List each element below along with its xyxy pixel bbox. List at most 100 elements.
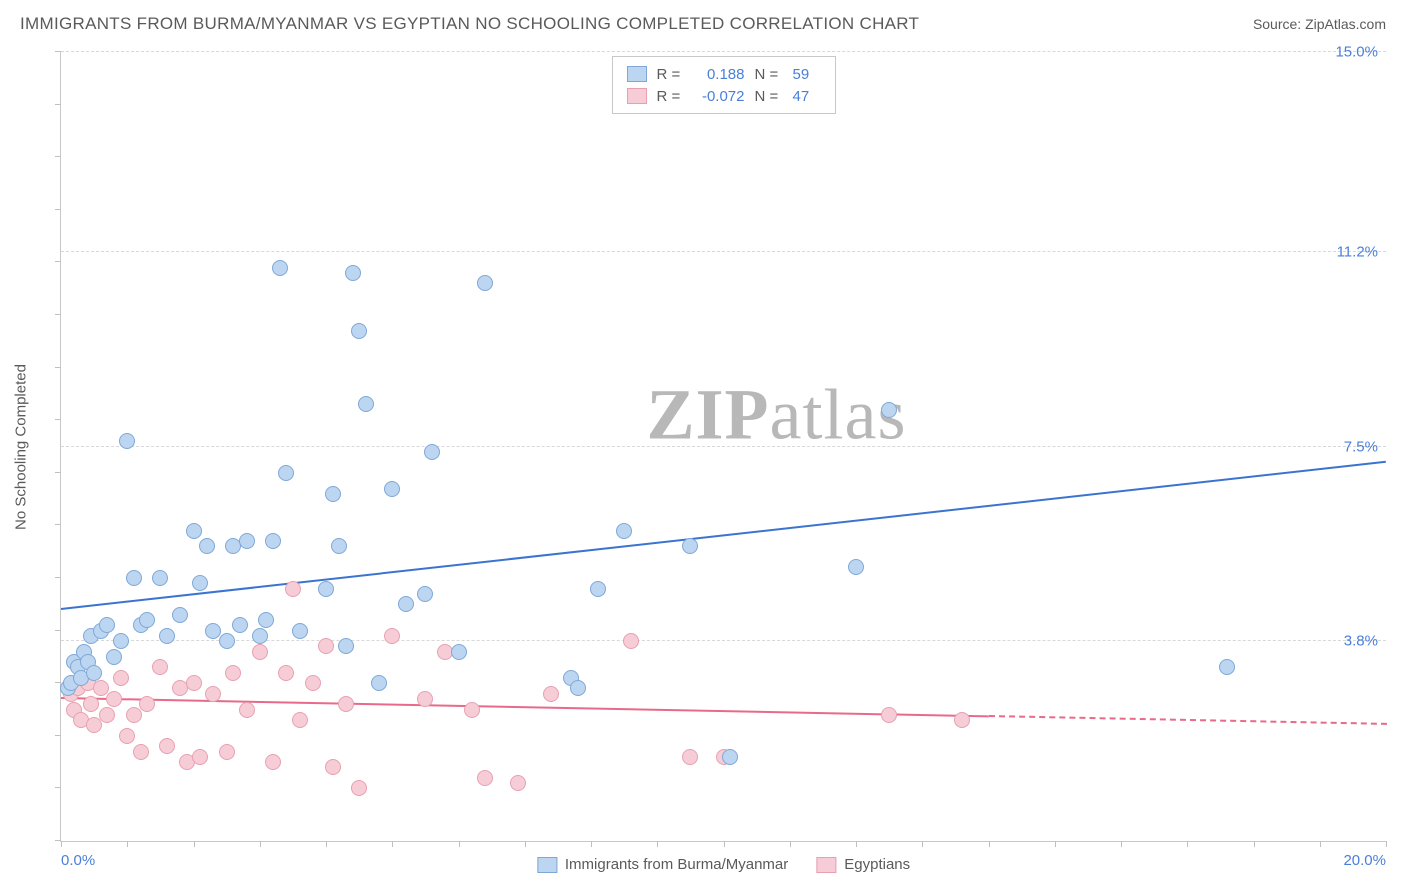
data-point — [1219, 659, 1235, 675]
data-point — [848, 559, 864, 575]
data-point — [292, 712, 308, 728]
x-tick — [790, 841, 791, 847]
data-point — [265, 533, 281, 549]
y-axis-label: No Schooling Completed — [13, 364, 30, 530]
data-point — [272, 260, 288, 276]
data-point — [351, 780, 367, 796]
y-tick — [55, 787, 61, 788]
x-max-label: 20.0% — [1343, 852, 1386, 869]
data-point — [239, 702, 255, 718]
x-tick — [657, 841, 658, 847]
watermark: ZIPatlas — [647, 373, 907, 456]
r-value-egypt: -0.072 — [695, 88, 745, 105]
correlation-legend: R = 0.188 N = 59 R = -0.072 N = 47 — [612, 56, 836, 114]
x-tick — [1320, 841, 1321, 847]
data-point — [252, 644, 268, 660]
x-tick — [326, 841, 327, 847]
grid-line — [61, 446, 1386, 447]
data-point — [351, 323, 367, 339]
data-point — [278, 665, 294, 681]
data-point — [510, 775, 526, 791]
y-tick — [55, 209, 61, 210]
y-tick-label: 15.0% — [1335, 44, 1378, 61]
y-tick — [55, 419, 61, 420]
trend-line — [988, 715, 1386, 725]
data-point — [954, 712, 970, 728]
data-point — [451, 644, 467, 660]
data-point — [225, 665, 241, 681]
y-tick-label: 11.2% — [1337, 243, 1378, 260]
data-point — [682, 749, 698, 765]
data-point — [86, 717, 102, 733]
legend-item-burma: Immigrants from Burma/Myanmar — [537, 856, 788, 873]
data-point — [285, 581, 301, 597]
data-point — [126, 707, 142, 723]
swatch-burma — [627, 66, 647, 82]
data-point — [219, 744, 235, 760]
swatch-egypt — [816, 857, 836, 873]
y-tick — [55, 156, 61, 157]
legend-label-burma: Immigrants from Burma/Myanmar — [565, 856, 788, 873]
legend-row-burma: R = 0.188 N = 59 — [627, 63, 821, 85]
data-point — [265, 754, 281, 770]
data-point — [292, 623, 308, 639]
x-tick — [989, 841, 990, 847]
data-point — [106, 649, 122, 665]
grid-line — [61, 51, 1386, 52]
x-tick — [392, 841, 393, 847]
x-tick — [1187, 841, 1188, 847]
y-tick — [55, 524, 61, 525]
y-tick — [55, 104, 61, 105]
data-point — [616, 523, 632, 539]
legend-row-egypt: R = -0.072 N = 47 — [627, 85, 821, 107]
x-tick — [856, 841, 857, 847]
trend-line — [61, 697, 989, 717]
r-label: R = — [657, 66, 685, 83]
data-point — [152, 659, 168, 675]
x-tick — [1386, 841, 1387, 847]
grid-line — [61, 251, 1386, 252]
swatch-egypt — [627, 88, 647, 104]
data-point — [590, 581, 606, 597]
x-tick — [591, 841, 592, 847]
data-point — [722, 749, 738, 765]
data-point — [258, 612, 274, 628]
data-point — [384, 481, 400, 497]
data-point — [623, 633, 639, 649]
y-tick — [55, 367, 61, 368]
data-point — [417, 586, 433, 602]
data-point — [99, 707, 115, 723]
data-point — [338, 696, 354, 712]
swatch-burma — [537, 857, 557, 873]
x-tick — [525, 841, 526, 847]
y-tick — [55, 630, 61, 631]
data-point — [278, 465, 294, 481]
data-point — [881, 707, 897, 723]
data-point — [318, 581, 334, 597]
x-tick — [724, 841, 725, 847]
data-point — [371, 675, 387, 691]
data-point — [338, 638, 354, 654]
data-point — [325, 759, 341, 775]
data-point — [398, 596, 414, 612]
legend-item-egypt: Egyptians — [816, 856, 910, 873]
series-legend: Immigrants from Burma/Myanmar Egyptians — [537, 856, 910, 873]
data-point — [159, 738, 175, 754]
y-tick — [55, 261, 61, 262]
data-point — [199, 538, 215, 554]
data-point — [113, 633, 129, 649]
data-point — [543, 686, 559, 702]
data-point — [417, 691, 433, 707]
data-point — [186, 523, 202, 539]
data-point — [331, 538, 347, 554]
data-point — [139, 612, 155, 628]
data-point — [384, 628, 400, 644]
data-point — [86, 665, 102, 681]
y-tick — [55, 314, 61, 315]
x-tick — [459, 841, 460, 847]
y-tick — [55, 472, 61, 473]
x-tick — [922, 841, 923, 847]
data-point — [192, 575, 208, 591]
data-point — [305, 675, 321, 691]
x-tick — [1055, 841, 1056, 847]
